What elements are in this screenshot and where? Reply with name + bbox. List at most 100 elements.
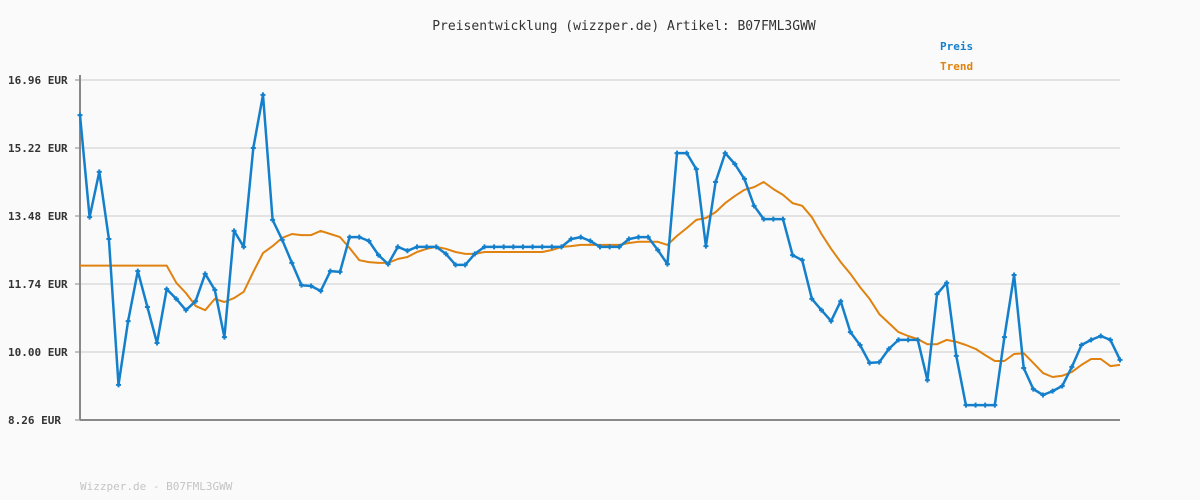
data-point bbox=[376, 252, 382, 258]
y-tick-label: 10.00 EUR bbox=[8, 346, 68, 359]
y-tick-label: 15.22 EUR bbox=[8, 142, 68, 155]
data-point bbox=[1040, 392, 1046, 398]
data-point bbox=[713, 179, 719, 185]
data-point bbox=[87, 214, 93, 220]
data-point bbox=[202, 271, 208, 277]
legend-trend: Trend bbox=[940, 60, 974, 73]
data-point bbox=[597, 244, 603, 250]
data-point bbox=[116, 382, 122, 388]
data-point bbox=[212, 287, 218, 293]
data-point bbox=[385, 261, 391, 267]
chart-title: Preisentwicklung (wizzper.de) Artikel: B… bbox=[432, 19, 816, 34]
data-point bbox=[106, 236, 112, 242]
data-point bbox=[751, 203, 757, 209]
data-point bbox=[655, 247, 661, 253]
data-point bbox=[260, 92, 266, 98]
data-point bbox=[318, 288, 324, 294]
data-point bbox=[886, 346, 892, 352]
data-point bbox=[674, 150, 680, 156]
data-point bbox=[164, 286, 170, 292]
data-point bbox=[1078, 342, 1084, 348]
data-point bbox=[963, 402, 969, 408]
data-point bbox=[645, 234, 651, 240]
data-point bbox=[96, 169, 102, 175]
data-point bbox=[539, 244, 545, 250]
data-point bbox=[818, 307, 824, 313]
data-point bbox=[684, 150, 690, 156]
data-point bbox=[327, 268, 333, 274]
data-point bbox=[587, 238, 593, 244]
data-point bbox=[664, 261, 670, 267]
data-point bbox=[510, 244, 516, 250]
series-line-trend bbox=[80, 181, 1121, 378]
data-point bbox=[607, 244, 613, 250]
y-tick-label: 13.48 EUR bbox=[8, 210, 68, 223]
data-point bbox=[626, 236, 632, 242]
data-point bbox=[1011, 272, 1017, 278]
data-point bbox=[790, 252, 796, 258]
y-tick-label: 16.96 EUR bbox=[8, 74, 68, 87]
data-point bbox=[636, 234, 642, 240]
data-point bbox=[982, 402, 988, 408]
data-point bbox=[876, 359, 882, 365]
data-point bbox=[183, 307, 189, 313]
data-point bbox=[828, 318, 834, 324]
data-point bbox=[915, 337, 921, 343]
data-point bbox=[270, 217, 276, 223]
data-point bbox=[1107, 337, 1113, 343]
data-point bbox=[896, 337, 902, 343]
data-point bbox=[395, 244, 401, 250]
data-point bbox=[732, 161, 738, 167]
data-point bbox=[809, 296, 815, 302]
data-point bbox=[404, 248, 410, 254]
data-point bbox=[154, 340, 160, 346]
data-point bbox=[366, 238, 372, 244]
data-point bbox=[741, 176, 747, 182]
data-point bbox=[934, 291, 940, 297]
legend-preis: Preis bbox=[940, 40, 974, 53]
data-point bbox=[838, 298, 844, 304]
data-point bbox=[453, 262, 459, 268]
data-point bbox=[530, 244, 536, 250]
y-tick-label: 8.26 EUR bbox=[8, 414, 61, 427]
data-point bbox=[241, 244, 247, 250]
data-point bbox=[703, 243, 709, 249]
data-point bbox=[1117, 357, 1123, 363]
data-point bbox=[1050, 388, 1056, 394]
data-point bbox=[905, 337, 911, 343]
data-point bbox=[1001, 334, 1007, 340]
data-point bbox=[298, 282, 304, 288]
data-point bbox=[568, 236, 574, 242]
y-tick-label: 11.74 EUR bbox=[8, 278, 68, 291]
data-point bbox=[520, 244, 526, 250]
data-point bbox=[501, 244, 507, 250]
data-point bbox=[337, 269, 343, 275]
data-point bbox=[722, 150, 728, 156]
data-point bbox=[279, 237, 285, 243]
footer-credit: Wizzper.de - B07FML3GWW bbox=[80, 480, 233, 493]
data-point bbox=[944, 280, 950, 286]
data-point bbox=[799, 257, 805, 263]
data-point bbox=[1088, 337, 1094, 343]
data-point bbox=[443, 251, 449, 257]
data-point bbox=[693, 166, 699, 172]
data-point bbox=[144, 304, 150, 310]
data-point bbox=[77, 112, 83, 118]
data-point bbox=[193, 298, 199, 304]
data-point bbox=[135, 268, 141, 274]
data-point bbox=[231, 228, 237, 234]
data-point bbox=[857, 342, 863, 348]
data-point bbox=[1069, 364, 1075, 370]
data-point bbox=[125, 318, 131, 324]
data-point bbox=[1030, 386, 1036, 392]
data-point bbox=[308, 283, 314, 289]
data-point bbox=[867, 360, 873, 366]
data-point bbox=[770, 216, 776, 222]
data-point bbox=[356, 234, 362, 240]
data-point bbox=[578, 234, 584, 240]
data-point bbox=[558, 244, 564, 250]
data-point bbox=[973, 402, 979, 408]
data-point bbox=[481, 244, 487, 250]
data-point bbox=[761, 216, 767, 222]
